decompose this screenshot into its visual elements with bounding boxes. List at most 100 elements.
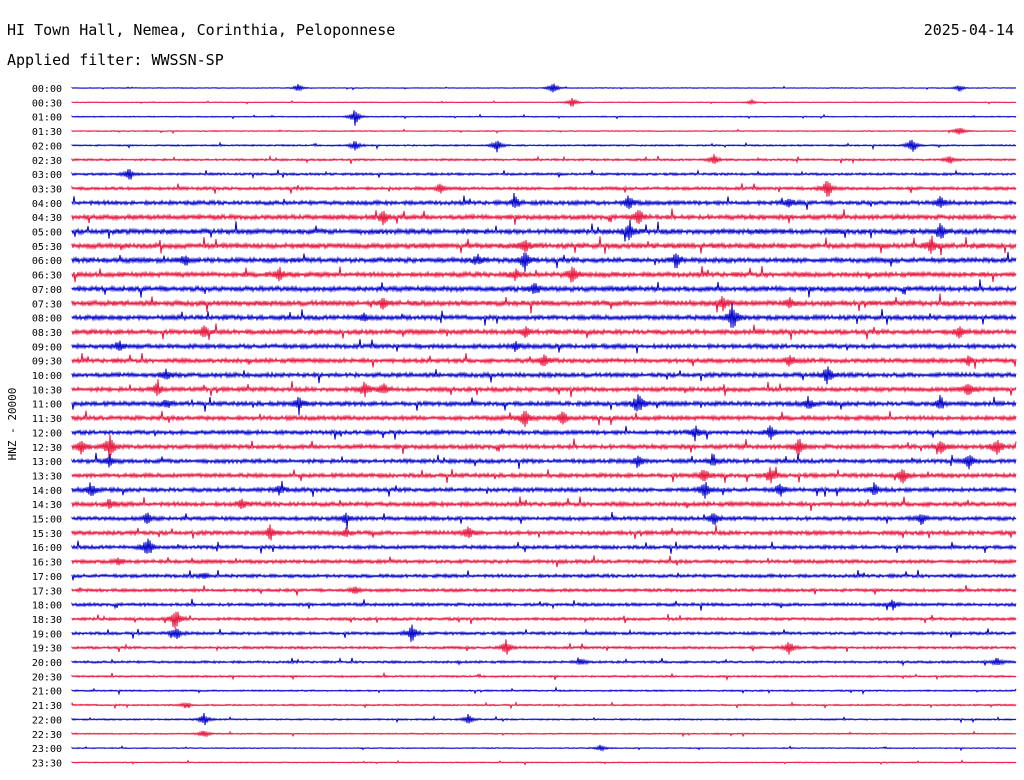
time-label: 19:00: [32, 629, 62, 640]
time-label: 14:00: [32, 486, 62, 497]
trace-line: [71, 639, 1017, 655]
trace-line: [71, 730, 1017, 738]
time-label: 13:30: [32, 471, 62, 482]
trace-line: [71, 452, 1017, 470]
time-label: 06:30: [32, 271, 62, 282]
trace-line: [71, 480, 1017, 499]
trace-line: [71, 598, 1017, 611]
time-label: 08:30: [32, 328, 62, 339]
plot-date: 2025-04-14: [923, 21, 1014, 39]
trace-line: [71, 279, 1017, 298]
trace-line: [71, 323, 1017, 341]
filter-label: Applied filter: WWSSN-SP: [7, 51, 224, 69]
time-label: 23:30: [32, 758, 62, 769]
trace-line: [71, 169, 1017, 180]
time-label: 20:30: [32, 672, 62, 683]
time-label: 05:30: [32, 242, 62, 253]
time-label: 08:00: [32, 314, 62, 325]
time-label: 11:00: [32, 400, 62, 411]
trace-line: [71, 303, 1017, 328]
time-label: 21:00: [32, 687, 62, 698]
trace-line: [71, 394, 1017, 416]
time-label: 18:30: [32, 615, 62, 626]
time-label: 00:00: [32, 84, 62, 95]
time-label: 10:30: [32, 385, 62, 396]
trace-line: [71, 154, 1017, 165]
time-label: 01:00: [32, 113, 62, 124]
trace-line: [71, 512, 1017, 530]
time-label: 11:30: [32, 414, 62, 425]
trace-line: [71, 379, 1017, 398]
trace-line: [71, 366, 1017, 385]
trace-line: [71, 538, 1017, 554]
trace-line: [71, 496, 1017, 511]
trace-line: [71, 252, 1017, 272]
trace-line: [71, 293, 1017, 314]
trace-line: [71, 181, 1017, 197]
trace-line: [71, 701, 1017, 710]
trace-line: [71, 410, 1017, 428]
time-label: 10:00: [32, 371, 62, 382]
y-axis-label: HNZ - 20000: [6, 388, 19, 461]
trace-line: [71, 585, 1017, 596]
time-label: 19:30: [32, 644, 62, 655]
time-label: 18:00: [32, 601, 62, 612]
trace-line: [71, 338, 1017, 354]
time-label: 03:00: [32, 170, 62, 181]
time-label: 09:00: [32, 342, 62, 353]
trace-line: [71, 686, 1017, 696]
trace-line: [71, 425, 1017, 442]
time-label: 12:30: [32, 443, 62, 454]
time-label: 21:30: [32, 701, 62, 712]
time-label: 22:00: [32, 715, 62, 726]
trace-line: [71, 624, 1017, 642]
time-label: 01:30: [32, 127, 62, 138]
time-label: 09:30: [32, 357, 62, 368]
trace-line: [71, 127, 1017, 135]
trace-line: [71, 139, 1017, 153]
trace-line: [71, 83, 1017, 93]
time-label: 15:00: [32, 515, 62, 526]
trace-line: [71, 524, 1017, 541]
trace-line: [71, 712, 1017, 726]
time-label: 04:30: [32, 213, 62, 224]
time-label: 17:00: [32, 572, 62, 583]
time-label: 22:30: [32, 730, 62, 741]
time-label: 14:30: [32, 500, 62, 511]
trace-line: [71, 656, 1017, 667]
trace-line: [71, 569, 1017, 581]
trace-line: [71, 235, 1017, 256]
trace-line: [71, 97, 1017, 107]
trace-line: [71, 110, 1017, 126]
time-label: 23:00: [32, 744, 62, 755]
trace-line: [71, 611, 1017, 629]
time-label: 17:30: [32, 586, 62, 597]
time-label: 05:00: [32, 228, 62, 239]
trace-rows: 00:00 00:30 01:00 01:30 02:00 02:30 03:00 03:30…: [32, 83, 1017, 769]
time-label: 00:30: [32, 98, 62, 109]
trace-line: [71, 434, 1017, 459]
trace-line: [71, 352, 1017, 369]
time-label: 20:00: [32, 658, 62, 669]
station-title: HI Town Hall, Nemea, Corinthia, Peloponn…: [7, 21, 396, 39]
time-label: 16:00: [32, 543, 62, 554]
time-label: 16:30: [32, 558, 62, 569]
trace-line: [71, 555, 1017, 568]
time-label: 02:30: [32, 156, 62, 167]
trace-line: [71, 759, 1017, 766]
time-label: 02:00: [32, 141, 62, 152]
time-label: 07:00: [32, 285, 62, 296]
time-label: 06:00: [32, 256, 62, 267]
trace-line: [71, 744, 1017, 753]
time-label: 03:30: [32, 184, 62, 195]
time-label: 07:30: [32, 299, 62, 310]
time-label: 04:00: [32, 199, 62, 210]
trace-line: [71, 192, 1017, 210]
time-label: 12:00: [32, 428, 62, 439]
trace-line: [71, 208, 1017, 226]
trace-line: [71, 219, 1017, 242]
trace-line: [71, 466, 1017, 484]
trace-line: [71, 265, 1017, 283]
time-label: 15:30: [32, 529, 62, 540]
